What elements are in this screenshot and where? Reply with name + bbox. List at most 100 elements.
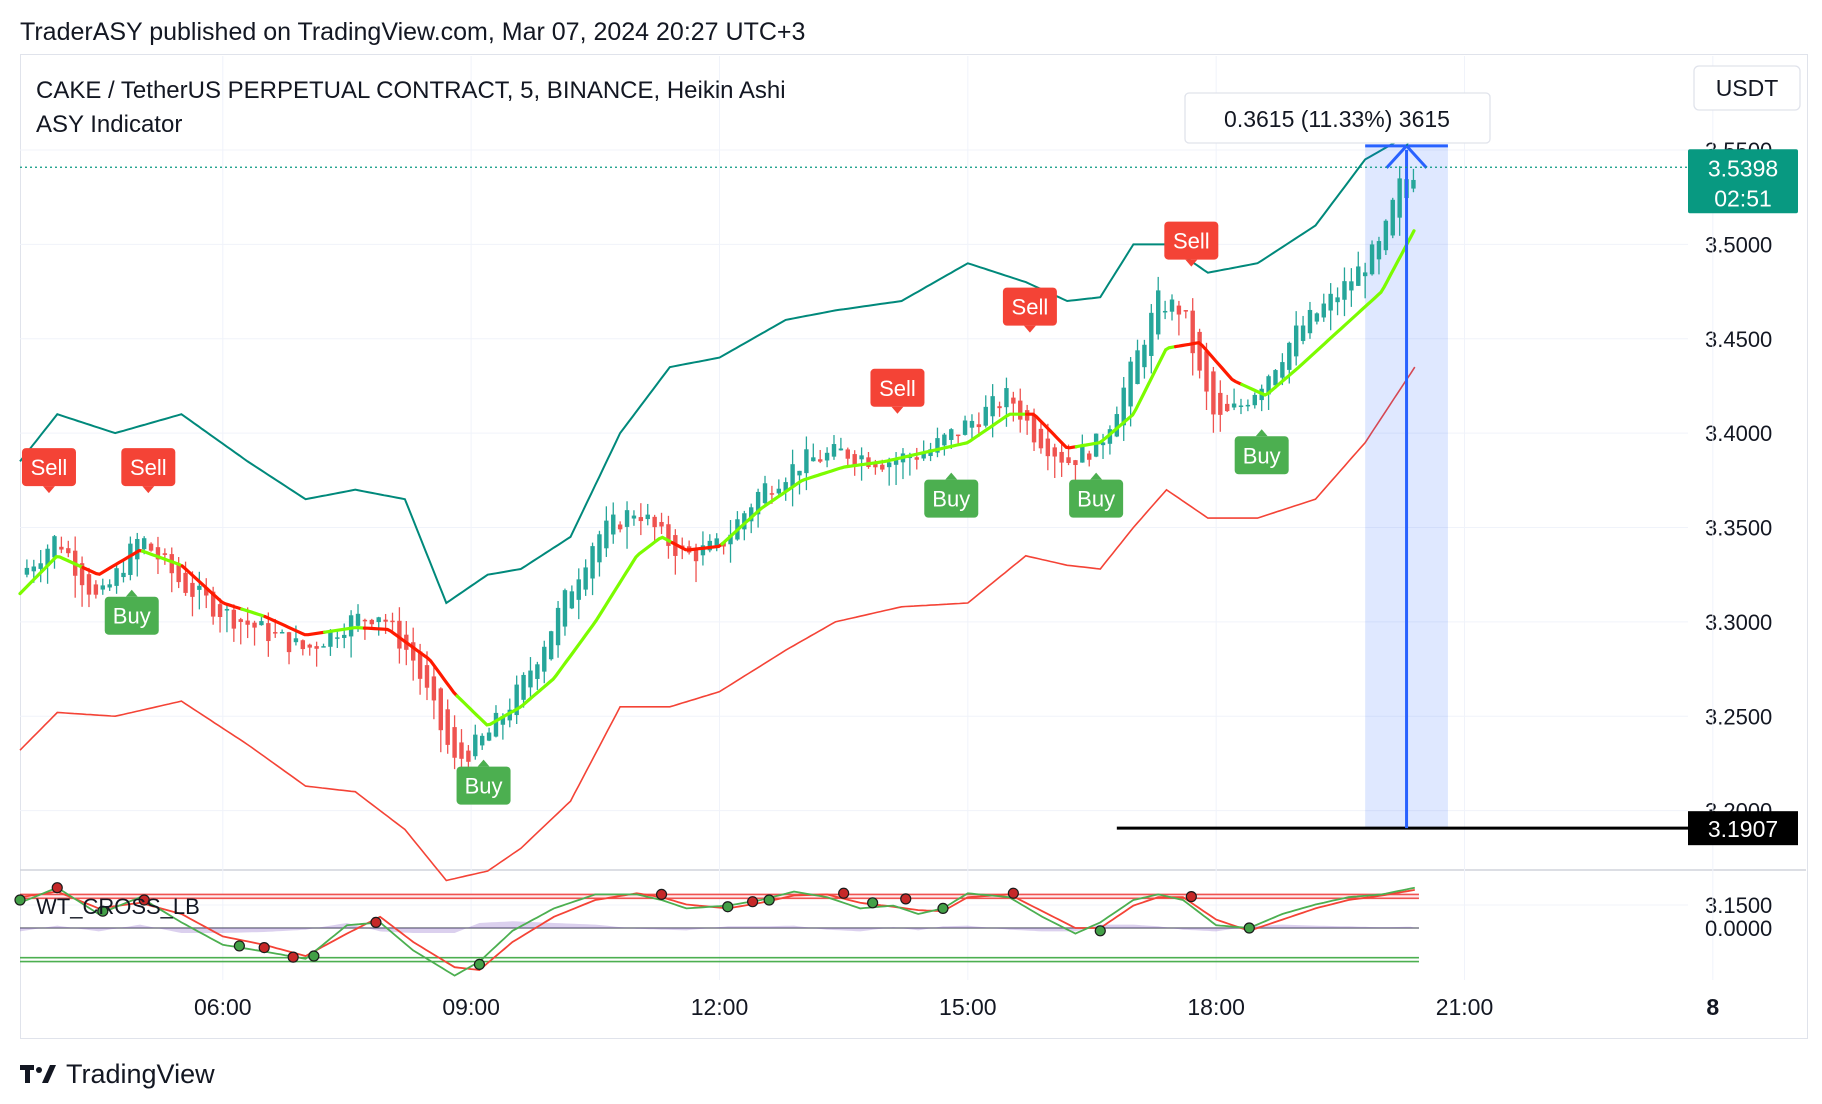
candle-body [266,623,271,642]
candle-body [1287,342,1292,370]
currency-button[interactable]: USDT [1693,65,1801,111]
candle-body [949,429,954,440]
osc-cross-dot [937,902,949,915]
candle-body [1204,351,1209,392]
osc-diff-area [20,921,1415,933]
candle-body [52,536,57,558]
currency-button-label: USDT [1716,75,1779,101]
osc-cross-dot [746,896,759,908]
sell-badge-label: Sell [1012,295,1049,320]
trend-line-bearish [670,541,724,552]
candle-body [617,524,623,530]
candle-body [707,540,713,551]
candle-body [528,670,533,688]
candle-body [252,622,257,628]
osc-cross-dot [867,897,879,909]
candle-body [1321,303,1326,318]
buy-badge-label: Buy [465,774,503,799]
buy-badge-box [456,766,511,805]
measure-label-box [1184,92,1491,144]
candle-body [1093,433,1099,457]
candle-body [383,619,388,622]
osc-cross-dot [1094,925,1106,937]
candle-body [293,638,299,643]
candle-body [1342,281,1347,300]
candle-body [128,543,133,575]
candle-body [604,520,609,549]
candle-body [348,615,354,637]
candle-body [1011,397,1016,404]
candle-body [169,554,174,574]
candle-body [1059,451,1064,463]
chart-frame[interactable] [20,54,1808,1039]
osc-cross-dot [838,887,850,899]
candle-body [845,449,850,459]
sell-signal-badge: Sell [1164,221,1219,267]
candle-body [659,521,664,527]
candle-body [880,464,885,470]
candle-body [1390,199,1395,236]
candle-body [514,684,519,716]
candle-body [86,574,92,595]
candle-body [1169,299,1175,312]
lower-band-line [19,366,1416,882]
candle-body [611,514,616,535]
candle-body [335,637,340,639]
y-tick-label: 3.5000 [1705,232,1772,257]
stop-price-label: 3.1907 [1708,816,1778,842]
trend-line-bullish [18,555,85,596]
candle-body [990,396,995,417]
candle-body [493,712,499,737]
sell-badge-label: Sell [1173,229,1210,254]
candle-body [376,617,381,623]
candle-body [817,459,823,462]
candle-body [135,539,140,560]
sell-badge-box [121,448,176,487]
buy-badge-label: Buy [1243,443,1281,468]
candle-body [38,563,43,569]
candle-body [1349,281,1354,291]
candle-body [700,545,706,556]
osc-cross-dot [14,894,26,906]
candle-body [728,534,733,545]
candle-body [279,632,285,634]
sell-badge-pointer [142,486,155,494]
currency-button-box [1693,65,1801,111]
trend-line-bearish [1025,412,1078,450]
sell-badge-label: Sell [31,455,68,480]
candle-body [245,620,250,625]
osc-cross-dot [763,894,775,906]
candle-body [652,516,657,528]
trend-line-bullish [1240,229,1416,397]
candle-body [362,619,368,622]
x-tick-label: 09:00 [442,994,500,1020]
candle-body [45,548,50,567]
candle-body [893,459,899,465]
candle-body [300,640,306,650]
candle-body [1087,453,1092,460]
candle-body [542,646,547,672]
osc-cross-dot [97,905,109,917]
buy-badge-label: Buy [113,604,151,629]
candle-body [1218,392,1223,415]
candle-body [804,449,809,474]
buy-badge-pointer [125,589,138,597]
last-price-countdown: 02:51 [1714,185,1772,211]
osc-cross-dot [655,888,668,901]
candle-body [79,563,85,586]
candle-body [776,488,782,494]
candle-body [141,538,147,550]
candle-body [431,676,437,701]
osc-y-tick-label: 0.0000 [1705,916,1772,941]
buy-badge-label: Buy [932,487,970,512]
oscillator-legend: WT_CROSS_LB [36,894,200,919]
candle-body [1252,394,1257,406]
buy-badge-pointer [1090,472,1103,480]
candle-body [238,619,243,622]
sell-signal-badge: Sell [870,368,925,414]
candle-body [1245,404,1251,407]
candle-body [1045,438,1051,457]
candle-body [942,434,947,446]
buy-badge-pointer [477,759,490,767]
